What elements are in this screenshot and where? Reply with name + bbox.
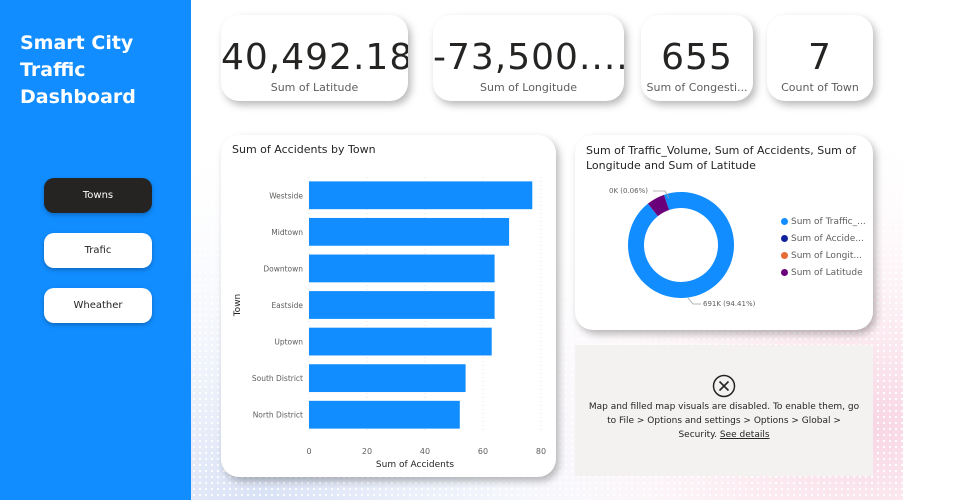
kpi-card-congestion[interactable]: 655 Sum of Congesti... bbox=[641, 15, 753, 101]
y-axis-label: Town bbox=[233, 294, 243, 318]
kpi-value: -73,500.... bbox=[433, 37, 624, 78]
leader-line bbox=[653, 190, 670, 199]
donut-data-label: 0K (0.06%) bbox=[609, 187, 648, 195]
donut-slice bbox=[628, 192, 734, 298]
map-notice-message: Map and filled map visuals are disabled.… bbox=[588, 402, 860, 440]
x-tick-label: 0 bbox=[306, 447, 311, 456]
x-tick-label: 20 bbox=[362, 447, 372, 456]
legend-swatch bbox=[781, 235, 788, 242]
bar-chart: 0 20 40 60 80 Westside Midtown Downtown Eastside… bbox=[233, 177, 546, 470]
legend-item[interactable]: Sum of Latitude bbox=[781, 264, 866, 281]
y-tick-label: Eastside bbox=[271, 301, 303, 310]
bar bbox=[309, 181, 533, 210]
bar bbox=[309, 400, 460, 429]
y-tick-label: Midtown bbox=[271, 228, 303, 237]
legend-item[interactable]: Sum of Accide... bbox=[781, 230, 866, 247]
donut-legend: Sum of Traffic_... Sum of Accide... Sum … bbox=[781, 213, 866, 281]
x-tick-label: 60 bbox=[478, 447, 488, 456]
legend-label: Sum of Longit... bbox=[791, 250, 862, 261]
x-axis-label: Sum of Accidents bbox=[376, 460, 454, 470]
y-tick-label: South District bbox=[252, 374, 303, 383]
kpi-label: Count of Town bbox=[781, 81, 859, 94]
bar bbox=[309, 217, 510, 246]
see-details-link[interactable]: See details bbox=[719, 430, 770, 440]
donut-chart: 0K (0.06%) 691K (94.41%) bbox=[609, 187, 756, 308]
map-disabled-notice: Map and filled map visuals are disabled.… bbox=[575, 345, 873, 476]
right-gutter bbox=[903, 0, 979, 500]
y-tick-label: North District bbox=[253, 411, 303, 420]
kpi-label: Sum of Latitude bbox=[270, 81, 359, 94]
kpi-value: 7 bbox=[808, 37, 832, 78]
kpi-card-town-count[interactable]: 7 Count of Town bbox=[767, 15, 873, 101]
bar bbox=[309, 327, 492, 356]
kpi-value: 655 bbox=[661, 37, 733, 78]
close-circle-icon bbox=[712, 374, 736, 398]
kpi-label: Sum of Congesti... bbox=[646, 81, 748, 94]
y-tick-label: Westside bbox=[269, 191, 303, 200]
app-title: Smart City Traffic Dashboard bbox=[20, 30, 180, 111]
bar bbox=[309, 364, 466, 393]
bar-chart-card[interactable]: Sum of Accidents by Town 0 20 40 60 80 Westsi… bbox=[221, 135, 556, 477]
legend-swatch bbox=[781, 252, 788, 259]
kpi-card-latitude[interactable]: 40,492.18 Sum of Latitude bbox=[221, 15, 408, 101]
nav-button-trafic[interactable]: Trafic bbox=[44, 233, 152, 268]
bar bbox=[309, 291, 495, 319]
app-title-line: Traffic bbox=[20, 59, 86, 81]
donut-data-label: 691K (94.41%) bbox=[703, 300, 756, 308]
kpi-card-longitude[interactable]: -73,500.... Sum of Longitude bbox=[433, 15, 624, 101]
app-title-line: Smart City bbox=[20, 32, 134, 54]
bar-chart-title: Sum of Accidents by Town bbox=[232, 143, 376, 156]
y-tick-label: Downtown bbox=[263, 264, 303, 273]
legend-item[interactable]: Sum of Longit... bbox=[781, 247, 866, 264]
legend-swatch bbox=[781, 269, 788, 276]
kpi-label: Sum of Longitude bbox=[480, 81, 577, 94]
donut-chart-title: Sum of Traffic_Volume, Sum of Accidents,… bbox=[586, 144, 856, 172]
bar bbox=[309, 254, 495, 283]
legend-label: Sum of Accide... bbox=[791, 233, 864, 244]
donut-slice bbox=[647, 203, 658, 217]
x-tick-label: 80 bbox=[536, 447, 546, 456]
legend-label: Sum of Latitude bbox=[791, 267, 863, 278]
legend-label: Sum of Traffic_... bbox=[791, 216, 866, 227]
legend-item[interactable]: Sum of Traffic_... bbox=[781, 213, 866, 230]
donut-slice bbox=[647, 194, 670, 217]
map-notice-text: Map and filled map visuals are disabled.… bbox=[587, 400, 861, 442]
nav-button-towns[interactable]: Towns bbox=[44, 178, 152, 213]
donut-chart-card[interactable]: Sum of Traffic_Volume, Sum of Accidents,… bbox=[575, 135, 873, 330]
y-tick-label: Uptown bbox=[274, 338, 303, 347]
x-tick-label: 40 bbox=[420, 447, 430, 456]
sidebar: Smart City Traffic Dashboard Towns Trafi… bbox=[0, 0, 191, 500]
nav-button-wheather[interactable]: Wheather bbox=[44, 288, 152, 323]
leader-line bbox=[687, 297, 701, 305]
legend-swatch bbox=[781, 218, 788, 225]
kpi-value: 40,492.18 bbox=[221, 37, 408, 78]
app-title-line: Dashboard bbox=[20, 86, 136, 108]
